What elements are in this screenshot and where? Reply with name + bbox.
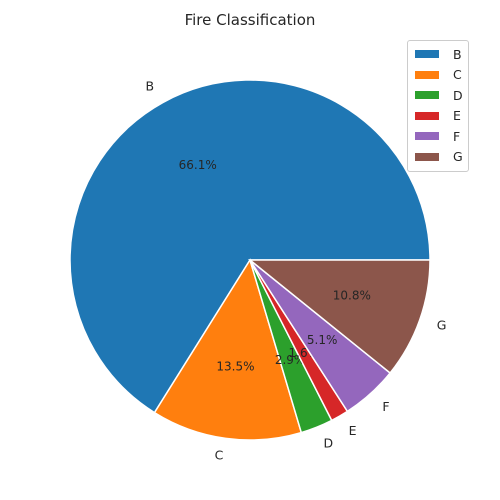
legend-label: C (453, 67, 462, 83)
legend-label: D (453, 87, 463, 103)
legend-label: F (453, 128, 461, 144)
legend-label: E (453, 108, 461, 124)
legend-item-b: B (408, 44, 468, 65)
legend-swatch (415, 152, 439, 161)
pct-label-b: 66.1% (179, 158, 217, 172)
legend-swatch (415, 50, 439, 59)
slice-label-c: C (215, 448, 224, 463)
pie-slice-c (153, 258, 303, 441)
slice-label-e: E (349, 423, 357, 438)
pct-label-d: 2.9% (275, 353, 306, 367)
chart-title: Fire Classification (184, 11, 316, 29)
legend-item-e: E (408, 106, 468, 127)
legend-swatch (415, 132, 439, 141)
slice-label-f: F (382, 399, 389, 414)
legend-label: G (453, 149, 463, 165)
pct-label-f: 5.1% (307, 333, 338, 347)
legend-swatch (415, 70, 439, 79)
pie-slice-b (69, 79, 431, 414)
legend-label: B (453, 46, 462, 62)
pct-label-c: 13.5% (216, 360, 254, 374)
legend-item-c: C (408, 65, 468, 86)
slice-label-d: D (323, 435, 333, 450)
pie-slice-g (247, 259, 431, 375)
legend-swatch (415, 111, 439, 120)
legend-item-d: D (408, 85, 468, 106)
slice-label-b: B (145, 78, 154, 93)
legend-swatch (415, 91, 439, 100)
pct-label-g: 10.8% (333, 288, 371, 302)
slice-label-g: G (437, 317, 447, 332)
legend-item-g: G (408, 147, 468, 168)
legend-item-f: F (408, 126, 468, 147)
